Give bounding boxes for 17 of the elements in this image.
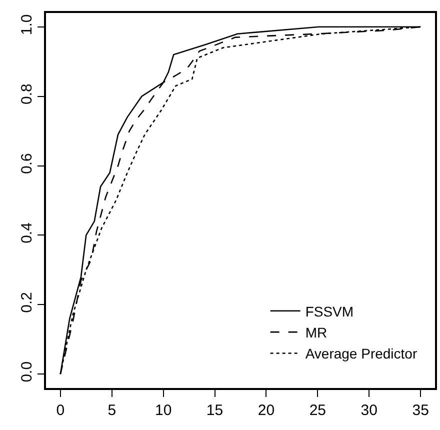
x-tick-label: 35	[412, 402, 429, 419]
y-tick-label: 0.4	[18, 222, 36, 244]
x-tick-label: 5	[108, 402, 116, 419]
legend-label: FSSVM	[305, 303, 354, 320]
legend-label: Average Predictor	[305, 346, 418, 362]
y-tick-label: 0.6	[18, 153, 36, 174]
x-tick-label: 20	[258, 402, 275, 419]
x-tick-label: 25	[309, 402, 326, 419]
legend-label: MR	[305, 324, 328, 341]
x-tick-label: 0	[56, 402, 65, 419]
x-tick-label: 15	[206, 402, 224, 419]
x-tick-label: 10	[154, 402, 172, 419]
y-tick-label: 1.0	[18, 14, 36, 36]
y-tick-label: 0.0	[18, 361, 36, 382]
y-tick-label: 0.8	[18, 84, 36, 105]
y-tick-label: 0.2	[18, 292, 36, 313]
x-tick-label: 30	[360, 402, 378, 419]
